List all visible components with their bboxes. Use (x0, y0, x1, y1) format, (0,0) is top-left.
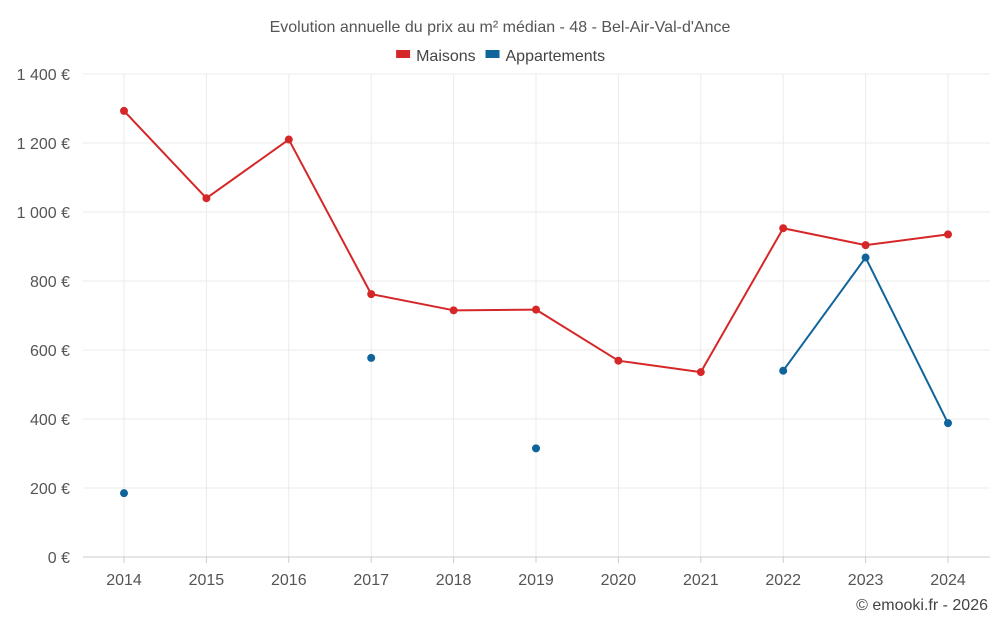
y-tick-label: 600 € (30, 343, 70, 360)
credit-text: © emooki.fr - 2026 (856, 597, 988, 614)
data-point[interactable] (696, 368, 705, 377)
x-tick-label: 2023 (848, 572, 884, 589)
data-point[interactable] (367, 353, 376, 362)
data-point[interactable] (779, 224, 788, 233)
data-point[interactable] (861, 241, 870, 250)
series-layer (120, 106, 952, 498)
y-tick-label: 0 € (48, 550, 70, 567)
data-point[interactable] (202, 194, 211, 203)
y-tick-label: 400 € (30, 412, 70, 429)
x-tick-label: 2015 (189, 572, 225, 589)
x-tick-label: 2014 (106, 572, 142, 589)
data-point[interactable] (532, 305, 540, 314)
x-tick-label: 2017 (353, 572, 389, 589)
legend-item-maisons[interactable]: Maisons (396, 48, 476, 65)
data-point[interactable] (449, 306, 458, 315)
legend-swatch (396, 50, 411, 58)
data-point[interactable] (120, 489, 128, 498)
series-line-segment (864, 256, 949, 425)
data-point[interactable] (944, 230, 952, 239)
series-line-segment (370, 293, 455, 312)
data-point[interactable] (861, 253, 870, 262)
data-point[interactable] (284, 135, 293, 144)
data-point[interactable] (944, 419, 952, 428)
chart-title: Evolution annuelle du prix au m² médian … (270, 19, 731, 36)
series-line-segment (205, 138, 290, 200)
series-line-segment (617, 359, 702, 374)
legend: Maisons Appartements (396, 48, 605, 65)
data-point[interactable] (614, 356, 623, 365)
y-tick-label: 1 200 € (17, 136, 70, 153)
x-tick-label: 2021 (683, 572, 719, 589)
x-tick-label: 2019 (518, 572, 554, 589)
series-line-segment (864, 233, 949, 247)
x-tick-label: 2016 (271, 572, 307, 589)
series-line-segment (699, 227, 785, 374)
y-tick-label: 200 € (30, 481, 70, 498)
series-line-segment (535, 308, 620, 362)
series-line-segment (123, 109, 208, 200)
y-tick-label: 1 400 € (17, 67, 70, 84)
data-point[interactable] (779, 366, 788, 375)
data-point[interactable] (120, 106, 128, 115)
y-tick-label: 1 000 € (17, 205, 70, 222)
series-line-segment (782, 227, 867, 247)
x-tick-label: 2020 (601, 572, 637, 589)
data-point[interactable] (532, 444, 540, 453)
legend-item-appartements[interactable]: Appartements (485, 48, 606, 65)
series-appartements (120, 253, 952, 498)
series-line-segment (782, 256, 867, 372)
x-tick-label: 2022 (765, 572, 801, 589)
legend-label: Maisons (416, 48, 476, 65)
legend-label: Appartements (506, 48, 606, 65)
series-line-segment (452, 308, 537, 312)
data-point[interactable] (367, 290, 376, 299)
axes: 0 € 200 € 400 € 600 € 800 € 1 000 € 1 200 € 1 4… (17, 67, 990, 589)
x-tick-label: 2018 (436, 572, 472, 589)
y-tick-label: 800 € (30, 274, 70, 291)
series-line-segment (287, 138, 373, 296)
legend-swatch (485, 50, 500, 58)
grid (83, 73, 990, 557)
series-maisons (120, 106, 952, 377)
x-tick-label: 2024 (930, 572, 966, 589)
